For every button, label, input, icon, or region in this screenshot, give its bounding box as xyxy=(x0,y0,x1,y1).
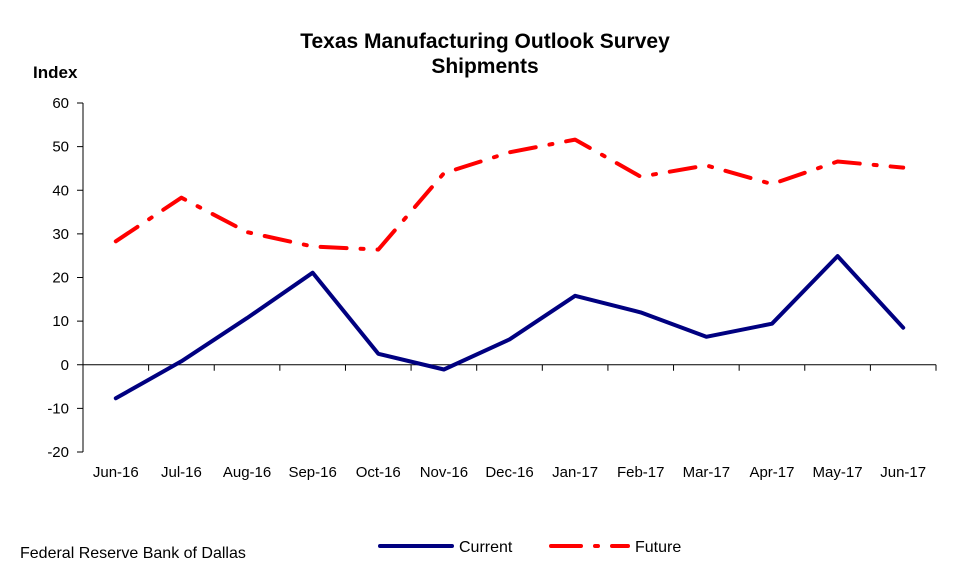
x-tick-label: Dec-16 xyxy=(485,464,533,481)
y-tick-label: -20 xyxy=(47,444,69,461)
y-tick-label: 0 xyxy=(61,357,69,374)
series-layer xyxy=(116,140,904,399)
legend-label-future: Future xyxy=(635,539,681,556)
x-tick-label: Jul-16 xyxy=(161,464,202,481)
chart-title: Texas Manufacturing Outlook Survey xyxy=(300,30,670,53)
x-tick-label: Sep-16 xyxy=(288,464,336,481)
series-line-current xyxy=(116,256,903,398)
y-tick-label: 20 xyxy=(52,270,69,287)
chart-subtitle: Shipments xyxy=(431,55,538,78)
x-tick-label: Feb-17 xyxy=(617,464,665,481)
y-tick-label: 40 xyxy=(52,182,69,199)
y-axis-title: Index xyxy=(33,63,78,82)
x-tick-label: Nov-16 xyxy=(420,464,468,481)
x-tick-label: Aug-16 xyxy=(223,464,271,481)
legend: Current Future xyxy=(380,539,681,556)
x-tick-label: Jan-17 xyxy=(552,464,598,481)
y-tick-label: 50 xyxy=(52,139,69,156)
axes: -20 -10 0 10 20 30 40 50 60 Jun-16 Jul-16 Aug-16 Sep… xyxy=(47,95,936,481)
x-tick-label: Apr-17 xyxy=(749,464,794,481)
legend-label-current: Current xyxy=(459,539,513,556)
series-line-future xyxy=(116,140,903,250)
y-tick-label: -10 xyxy=(47,400,69,417)
x-tick-label: May-17 xyxy=(813,464,863,481)
x-tick-label: Jun-17 xyxy=(880,464,926,481)
x-tick-label: Oct-16 xyxy=(356,464,401,481)
x-tick-label: Jun-16 xyxy=(93,464,139,481)
y-tick-label: 30 xyxy=(52,226,69,243)
source-note: Federal Reserve Bank of Dallas xyxy=(20,545,246,562)
x-tick-label: Mar-17 xyxy=(683,464,731,481)
y-tick-label: 60 xyxy=(52,95,69,112)
y-tick-label: 10 xyxy=(52,313,69,330)
